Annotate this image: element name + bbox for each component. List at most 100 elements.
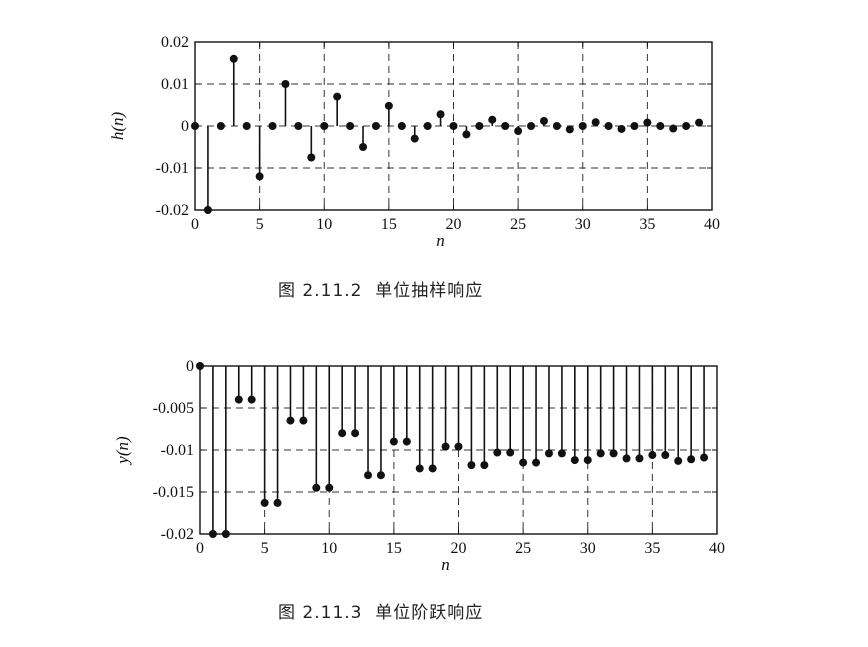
stem-marker [630, 122, 639, 130]
stem-marker [565, 125, 574, 134]
stem-marker [384, 101, 393, 110]
y-tick-label: -0.02 [156, 202, 189, 219]
x-tick-label: 0 [191, 216, 199, 233]
stem-marker [656, 122, 665, 130]
stem-marker [454, 442, 463, 451]
y-tick-label: -0.01 [156, 160, 189, 177]
x-tick-label: 10 [316, 216, 332, 233]
stem-marker [191, 122, 199, 130]
stem-marker [669, 124, 678, 133]
stem-marker [436, 110, 445, 119]
stem-marker [203, 206, 212, 214]
stem-marker [506, 448, 515, 457]
x-tick-label: 15 [381, 216, 397, 233]
y-tick-label: -0.02 [161, 526, 194, 543]
stem-marker [423, 122, 432, 130]
y-tick-label: 0.01 [161, 76, 189, 93]
x-tick-label: 0 [196, 540, 204, 557]
stem-marker [359, 143, 368, 151]
x-tick-label: 35 [639, 216, 655, 233]
stem-marker [475, 122, 484, 130]
stem-marker [402, 437, 411, 446]
stem-marker [294, 122, 303, 130]
x-tick-label: 30 [580, 540, 596, 557]
x-tick-label: 15 [386, 540, 402, 557]
x-tick-label: 5 [261, 540, 269, 557]
stem-marker [441, 442, 450, 451]
stem-marker [196, 362, 204, 370]
plot-unit-step-response: 0 5 10 15 20 25 30 35 40 0 -0.005 -0.01 -0.015 -0.02 n… [113, 358, 725, 574]
stem-marker [488, 115, 497, 124]
stem-marker [320, 122, 329, 130]
stem-marker [480, 461, 489, 470]
stem-marker [539, 116, 548, 125]
stem-marker [299, 416, 308, 425]
stem-marker [661, 451, 670, 460]
x-tick-label: 20 [451, 540, 467, 557]
stem-marker [532, 458, 541, 467]
stem-marker [544, 449, 553, 458]
stem-marker [695, 118, 704, 127]
stem-marker [570, 456, 579, 465]
stem-marker [273, 498, 282, 507]
stem-marker [247, 395, 256, 404]
x-tick-label: 35 [644, 540, 660, 557]
y-tick-label: 0 [181, 118, 189, 135]
stem-marker [578, 122, 587, 130]
x-tick-label: 5 [256, 216, 264, 233]
stem-marker [216, 122, 225, 130]
x-tick-label: 25 [510, 216, 526, 233]
x-tick-label: 40 [704, 216, 720, 233]
stem-marker [333, 92, 342, 101]
stem-marker [501, 122, 510, 130]
y-tick-label: -0.005 [153, 400, 194, 417]
stem-marker [338, 429, 347, 438]
y-tick-label: -0.01 [161, 442, 194, 459]
stem-marker [519, 458, 528, 467]
stem-marker [428, 464, 437, 473]
stem-marker [462, 130, 471, 139]
stem-marker [700, 453, 709, 462]
stem-marker [415, 464, 424, 473]
stem-marker [286, 416, 295, 425]
stem-marker [596, 449, 605, 458]
stem-marker [312, 483, 321, 492]
x-tick-label: 40 [709, 540, 725, 557]
x-tick-label: 30 [575, 216, 591, 233]
stem-marker [609, 449, 618, 458]
stem-marker [364, 471, 373, 480]
stem-marker [410, 134, 419, 143]
stem-marker [687, 455, 696, 464]
y-tick-label: 0.02 [161, 34, 189, 51]
y-axis-label: h(n) [108, 112, 127, 141]
stem-marker [514, 127, 523, 136]
stem-marker [307, 153, 316, 162]
stem-marker [260, 498, 269, 507]
stem-marker [682, 122, 691, 130]
caption-unit-sample-response: 图 2.11.2 单位抽样响应 [278, 281, 484, 301]
stem-marker [268, 122, 277, 130]
stem-marker [617, 124, 626, 133]
stem-marker [371, 122, 380, 130]
stem-marker [527, 122, 536, 130]
stem-marker [229, 54, 238, 63]
stem-marker [208, 530, 217, 538]
stem-marker [552, 122, 561, 130]
stem-marker [648, 451, 657, 460]
stem-marker [389, 437, 398, 446]
x-axis-label: n [441, 555, 450, 574]
caption-unit-step-response: 图 2.11.3 单位阶跃响应 [278, 603, 484, 623]
stem-marker [583, 456, 592, 465]
stem-marker [255, 172, 264, 181]
stem-marker [643, 118, 652, 127]
x-tick-label: 10 [321, 540, 337, 557]
stem-marker [281, 80, 290, 88]
stem-marker [221, 530, 230, 538]
y-axis-label: y(n) [113, 436, 132, 466]
stem-marker [449, 122, 458, 130]
stem-marker [346, 122, 355, 130]
stem-marker [674, 456, 683, 465]
stem-marker [234, 395, 243, 404]
stem-marker [376, 471, 385, 480]
